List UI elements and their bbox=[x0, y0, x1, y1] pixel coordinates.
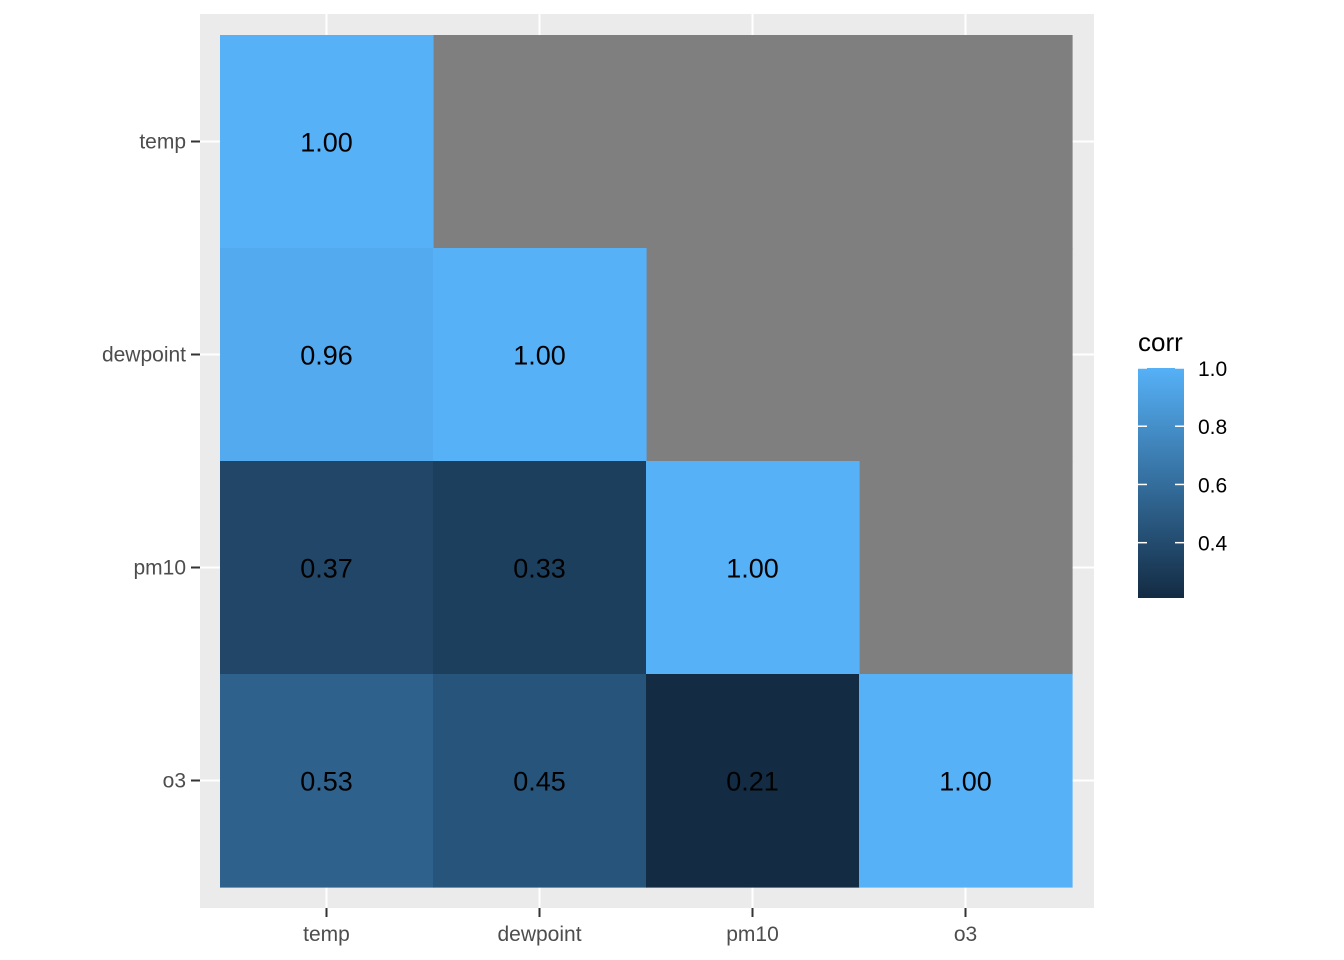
heatmap-cells bbox=[220, 35, 1073, 888]
heatmap-cell-dewpoint-o3 bbox=[433, 674, 647, 888]
na-cell bbox=[646, 35, 860, 249]
cell-value-label: 0.33 bbox=[513, 554, 566, 584]
legend-colorbar bbox=[1138, 368, 1184, 598]
heatmap-cell-dewpoint-pm10 bbox=[433, 461, 647, 675]
cell-value-label: 1.00 bbox=[300, 128, 353, 158]
y-tick-label: dewpoint bbox=[102, 344, 186, 367]
legend-tick-label: 0.8 bbox=[1198, 416, 1227, 439]
heatmap-cell-temp-temp bbox=[220, 35, 434, 249]
cell-value-label: 0.96 bbox=[300, 341, 353, 371]
y-axis: temp dewpoint pm10 o3 bbox=[102, 131, 200, 793]
legend-ticks: 1.0 0.8 0.6 0.4 bbox=[1138, 358, 1228, 556]
na-cell bbox=[433, 35, 647, 249]
cell-value-label: 1.00 bbox=[513, 341, 566, 371]
cell-value-label: 0.45 bbox=[513, 767, 566, 797]
x-axis: temp dewpoint pm10 o3 bbox=[303, 908, 977, 946]
legend-tick-label: 0.6 bbox=[1198, 474, 1227, 497]
legend: corr 1.0 0.8 0.6 0.4 bbox=[1138, 327, 1228, 598]
legend-title: corr bbox=[1138, 327, 1183, 357]
y-tick-label: pm10 bbox=[133, 557, 186, 580]
y-tick-label: o3 bbox=[163, 770, 186, 793]
heatmap-cell-temp-pm10 bbox=[220, 461, 434, 675]
na-cell bbox=[859, 461, 1073, 675]
heatmap-cell-pm10-pm10 bbox=[646, 461, 860, 675]
na-cell bbox=[859, 248, 1073, 462]
heatmap-cell-dewpoint-dewpoint bbox=[433, 248, 647, 462]
heatmap-cell-temp-dewpoint bbox=[220, 248, 434, 462]
cell-value-label: 0.53 bbox=[300, 767, 353, 797]
legend-tick-label: 0.4 bbox=[1198, 533, 1228, 556]
cell-value-label: 1.00 bbox=[726, 554, 779, 584]
cell-labels: 1.00 0.96 1.00 0.37 0.33 1.00 0.53 0.45 0.21 1.00 bbox=[300, 128, 992, 797]
na-cell bbox=[859, 35, 1073, 249]
cell-value-label: 0.37 bbox=[300, 554, 353, 584]
na-region bbox=[433, 35, 1073, 675]
cell-value-label: 0.21 bbox=[726, 767, 779, 797]
legend-tick-label: 1.0 bbox=[1198, 358, 1227, 381]
heatmap-cell-temp-o3 bbox=[220, 674, 434, 888]
heatmap-cell-pm10-o3 bbox=[646, 674, 860, 888]
y-tick-label: temp bbox=[139, 131, 186, 154]
na-cell bbox=[646, 248, 860, 462]
heatmap-cell-o3-o3 bbox=[859, 674, 1073, 888]
cell-value-label: 1.00 bbox=[939, 767, 992, 797]
x-tick-label: dewpoint bbox=[497, 923, 581, 946]
x-tick-label: o3 bbox=[954, 923, 977, 946]
x-tick-label: temp bbox=[303, 923, 350, 946]
x-tick-label: pm10 bbox=[726, 923, 779, 946]
